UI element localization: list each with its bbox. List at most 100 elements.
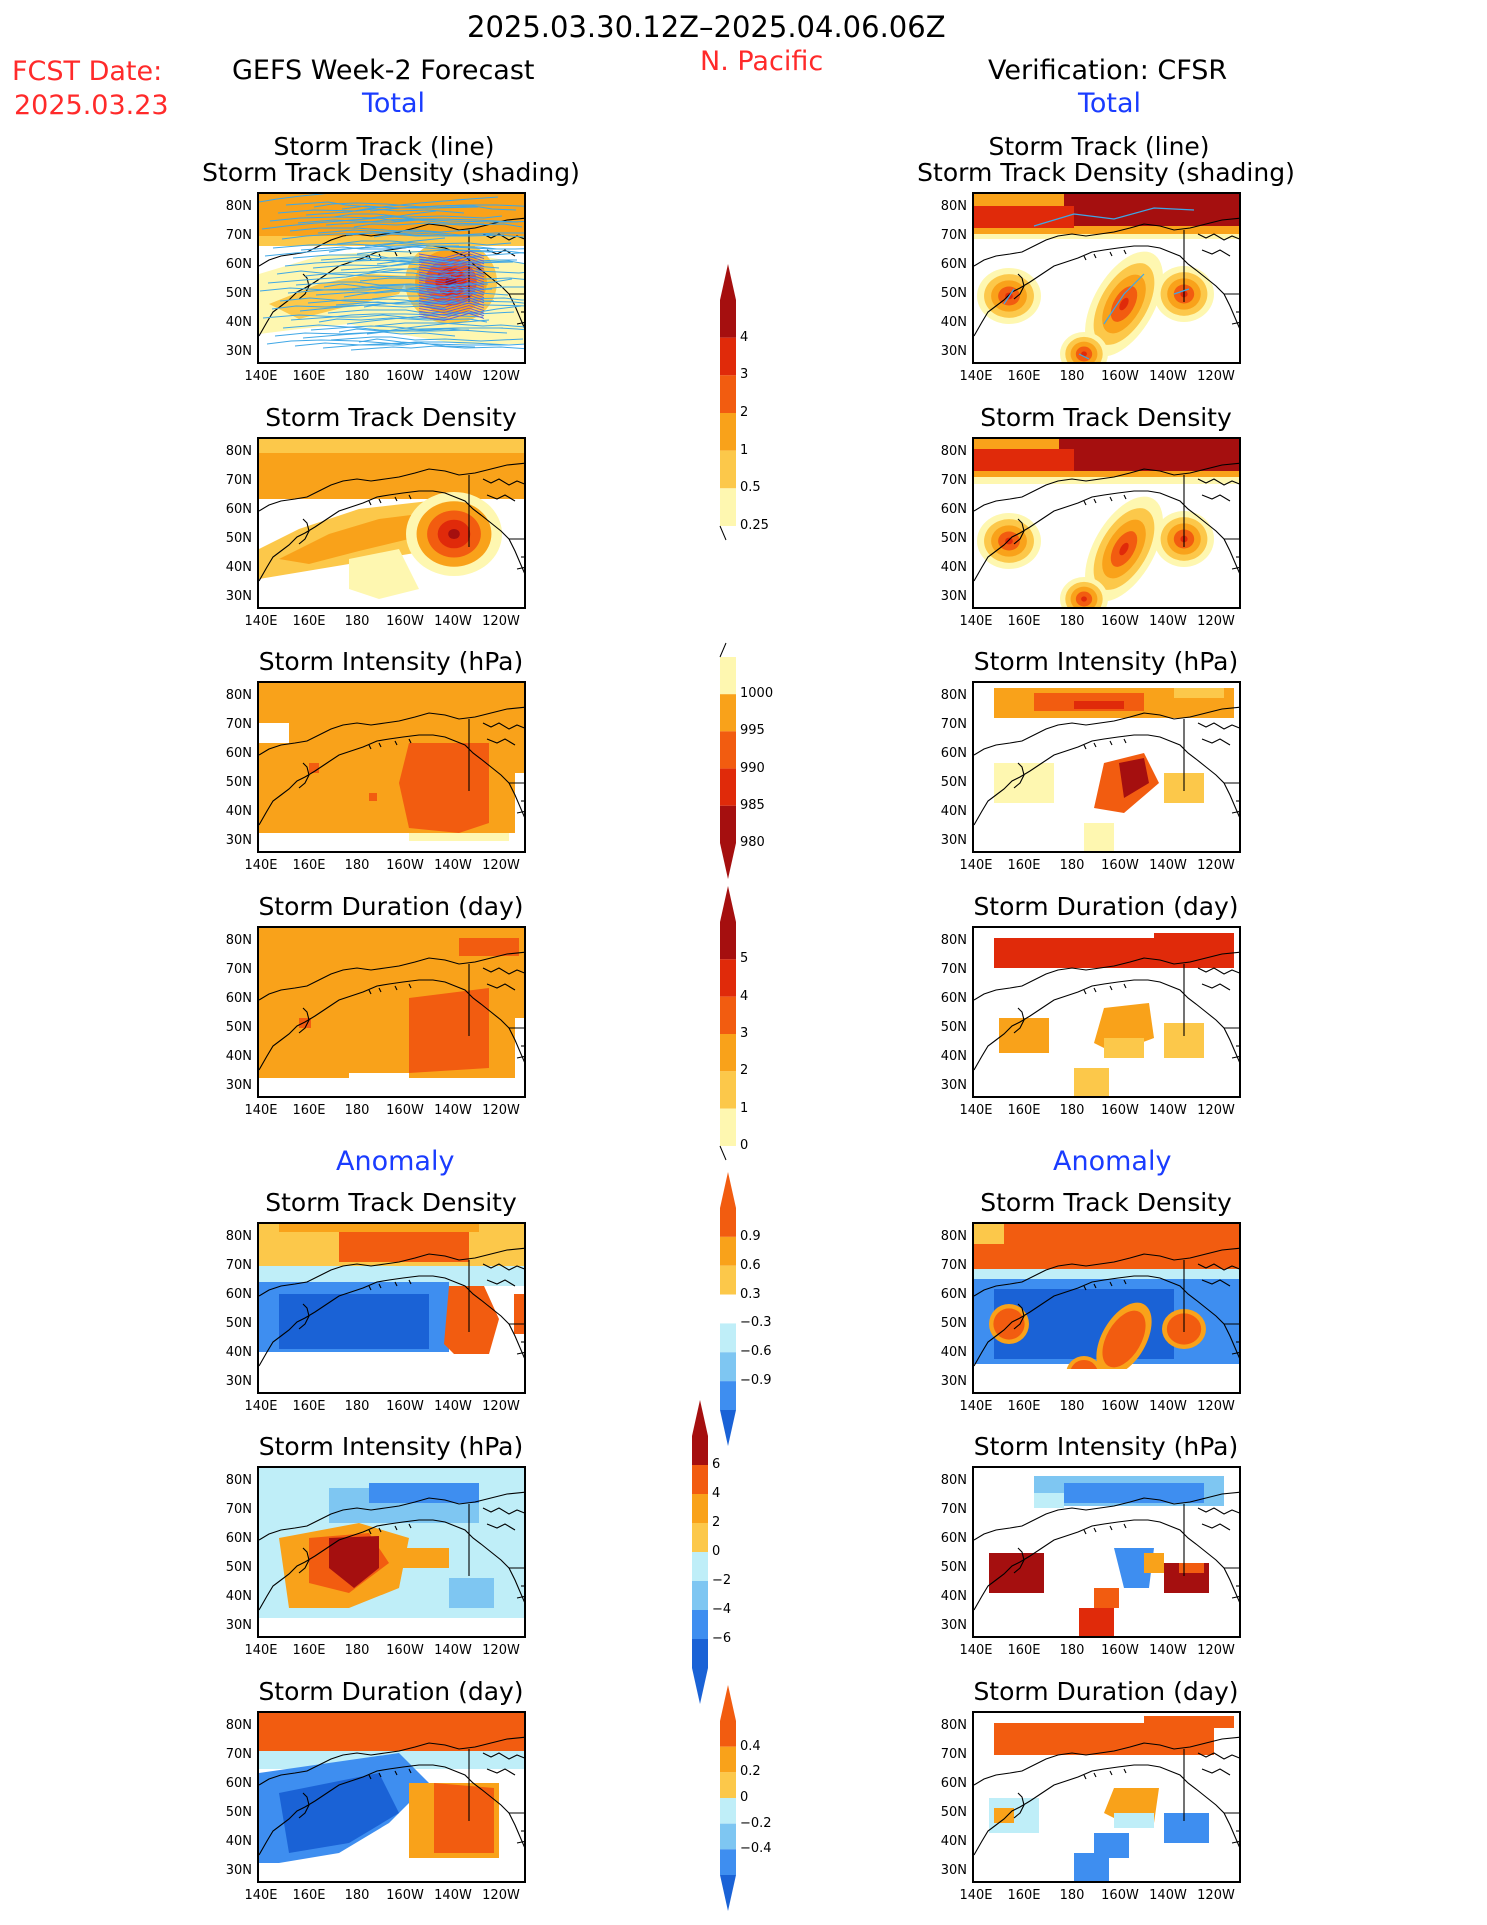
colorbar-tick-label: 0 xyxy=(740,1138,749,1153)
lat-label: 40N xyxy=(940,1049,967,1064)
lat-label: 70N xyxy=(940,1747,967,1762)
lat-label: 30N xyxy=(940,344,967,359)
colorbar-tick-label: 990 xyxy=(740,760,765,776)
right-p4-title: Storm Duration (day) xyxy=(973,892,1239,921)
lon-label: 140E xyxy=(959,1643,993,1658)
colorbar-tick-label: 985 xyxy=(740,797,765,813)
lat-label: 70N xyxy=(225,1747,252,1762)
colorbar-tick-label: −0.4 xyxy=(740,1841,772,1857)
lon-label: 180 xyxy=(1059,614,1085,629)
lat-label: 50N xyxy=(940,1020,967,1035)
lon-label: 160E xyxy=(1007,369,1041,384)
lat-label: 60N xyxy=(940,1531,967,1546)
lon-label: 140W xyxy=(434,1888,472,1903)
lon-label: 160W xyxy=(386,1643,424,1658)
lon-label: 160W xyxy=(386,1103,424,1118)
lon-label: 140W xyxy=(434,614,472,629)
colorbar-tick-label: 4 xyxy=(712,1486,721,1501)
colorbar-duration-anomaly: 0.4 0.2 0 −0.2 −0.4 xyxy=(718,1683,778,1913)
right-map-track-density xyxy=(972,437,1241,609)
right-p6-title: Storm Intensity (hPa) xyxy=(973,1432,1239,1461)
colorbar-tick-label: −2 xyxy=(712,1573,732,1588)
colorbar-tick-label: −4 xyxy=(712,1602,732,1617)
lat-label: 80N xyxy=(940,199,967,214)
lat-label: 50N xyxy=(940,286,967,301)
lon-label: 120W xyxy=(1197,1643,1235,1658)
right-map-density-anomaly xyxy=(972,1222,1241,1394)
lat-label: 80N xyxy=(225,1718,252,1733)
lon-label: 160E xyxy=(1007,1888,1041,1903)
lon-label: 160W xyxy=(1101,1399,1139,1414)
lat-label: 70N xyxy=(940,1258,967,1273)
colorbar-tick-label: 995 xyxy=(740,723,765,739)
lon-label: 160E xyxy=(1007,858,1041,873)
colorbar-tick-label: 6 xyxy=(712,1457,721,1472)
lon-label: 140W xyxy=(434,858,472,873)
colorbar-density: 4 3 2 1 0.5 0.25 xyxy=(718,262,778,542)
lon-label: 160E xyxy=(292,369,326,384)
lat-label: 70N xyxy=(225,228,252,243)
right-total-label: Total xyxy=(1078,88,1142,119)
right-map-duration xyxy=(972,926,1241,1098)
lat-label: 50N xyxy=(225,531,252,546)
lon-label: 120W xyxy=(482,1399,520,1414)
lon-label: 180 xyxy=(1059,1399,1085,1414)
lon-label: 160E xyxy=(292,1399,326,1414)
lat-label: 50N xyxy=(940,1805,967,1820)
lat-label: 50N xyxy=(940,1560,967,1575)
lon-label: 140W xyxy=(434,1643,472,1658)
lat-label: 70N xyxy=(940,228,967,243)
left-anomaly-label: Anomaly xyxy=(336,1146,455,1177)
fcst-date-label: FCST Date: xyxy=(12,56,163,87)
lon-label: 140E xyxy=(244,614,278,629)
colorbar-tick-label: 0.3 xyxy=(740,1286,761,1302)
right-column-title: Verification: CFSR xyxy=(988,55,1228,86)
lon-label: 160E xyxy=(292,1888,326,1903)
lat-label: 60N xyxy=(225,746,252,761)
lon-label: 180 xyxy=(1059,1103,1085,1118)
colorbar-tick-label: 2 xyxy=(740,405,749,420)
lon-label: 160W xyxy=(386,369,424,384)
lon-label: 140E xyxy=(244,1399,278,1414)
lon-label: 120W xyxy=(482,858,520,873)
right-p3-title: Storm Intensity (hPa) xyxy=(973,647,1239,676)
left-p1-title-line2: Storm Track Density (shading) xyxy=(202,158,580,187)
lat-label: 50N xyxy=(225,1020,252,1035)
lon-label: 160E xyxy=(1007,1399,1041,1414)
colorbar-tick-label: 2 xyxy=(712,1515,721,1530)
lon-label: 160W xyxy=(1101,1643,1139,1658)
lat-label: 60N xyxy=(225,257,252,272)
lon-label: 160E xyxy=(1007,614,1041,629)
lon-label: 180 xyxy=(1059,369,1085,384)
lon-label: 140W xyxy=(1149,1103,1187,1118)
colorbar-tick-label: 4 xyxy=(740,329,749,345)
right-p2-title: Storm Track Density xyxy=(980,403,1232,432)
lat-label: 30N xyxy=(940,833,967,848)
lon-label: 160W xyxy=(1101,1888,1139,1903)
lat-label: 70N xyxy=(225,473,252,488)
lat-label: 30N xyxy=(225,344,252,359)
lat-label: 70N xyxy=(225,962,252,977)
colorbar-tick-label: 3 xyxy=(740,367,749,383)
colorbar-intensity: 1000 995 990 985 980 xyxy=(718,641,778,881)
colorbar-tick-label: 0.9 xyxy=(740,1228,761,1244)
lat-label: 40N xyxy=(225,1834,252,1849)
lat-label: 50N xyxy=(225,1560,252,1575)
lon-label: 120W xyxy=(1197,1399,1235,1414)
lon-label: 180 xyxy=(1059,1643,1085,1658)
lat-label: 60N xyxy=(225,1776,252,1791)
lon-label: 160E xyxy=(292,1643,326,1658)
colorbar-tick-label: 1 xyxy=(740,442,749,458)
lon-label: 120W xyxy=(482,1888,520,1903)
lon-label: 120W xyxy=(1197,369,1235,384)
left-column-title: GEFS Week-2 Forecast xyxy=(232,55,535,86)
lat-label: 30N xyxy=(225,1863,252,1878)
lon-label: 140E xyxy=(959,614,993,629)
right-p7-title: Storm Duration (day) xyxy=(973,1677,1239,1706)
left-map-duration xyxy=(257,926,526,1098)
lon-label: 140W xyxy=(434,1103,472,1118)
colorbar-tick-label: −6 xyxy=(712,1631,732,1646)
colorbar-tick-label: 4 xyxy=(740,988,749,1004)
lon-label: 160W xyxy=(1101,858,1139,873)
lat-label: 40N xyxy=(225,1345,252,1360)
